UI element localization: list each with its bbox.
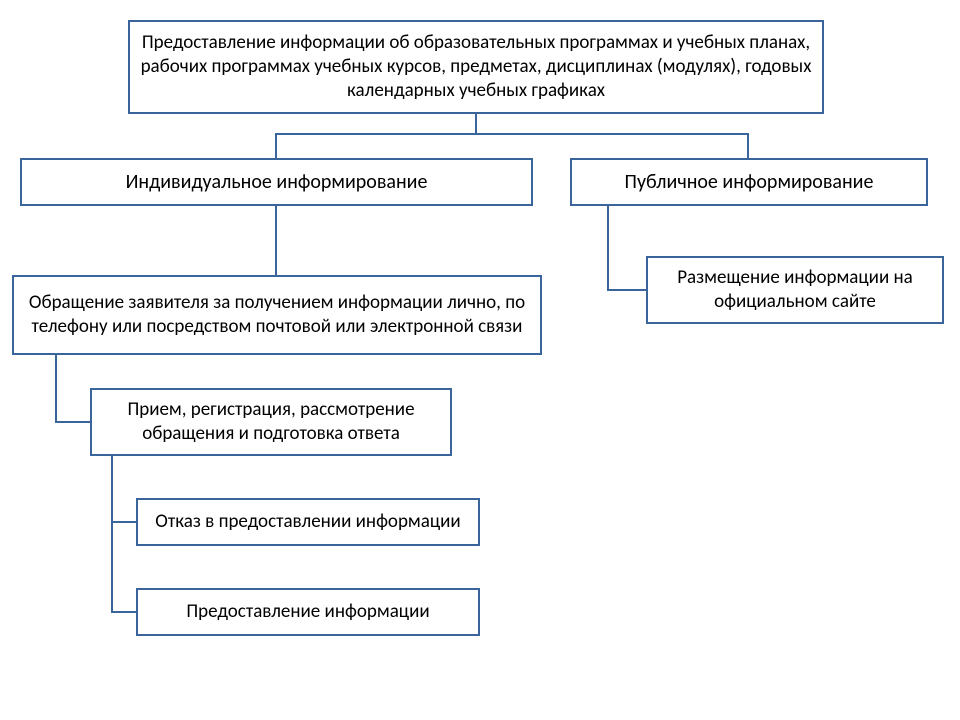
node-public: Публичное информирование — [570, 158, 928, 206]
node-individual: Индивидуальное информирование — [20, 158, 533, 206]
node-root: Предоставление информации об образовател… — [128, 20, 824, 114]
node-provide-label: Предоставление информации — [186, 600, 429, 624]
node-website: Размещение информации на официальном сай… — [646, 256, 944, 324]
node-appeal: Обращение заявителя за получением информ… — [12, 275, 542, 355]
node-public-label: Публичное информирование — [625, 170, 874, 195]
node-process: Прием, регистрация, рассмотрение обращен… — [90, 388, 452, 456]
node-process-label: Прием, регистрация, рассмотрение обращен… — [102, 398, 440, 446]
flowchart-canvas: { "diagram": { "type": "flowchart", "bac… — [0, 0, 960, 720]
node-appeal-label: Обращение заявителя за получением информ… — [24, 291, 530, 339]
node-website-label: Размещение информации на официальном сай… — [658, 266, 932, 314]
node-refuse-label: Отказ в предоставлении информации — [155, 510, 460, 534]
node-root-label: Предоставление информации об образовател… — [140, 31, 812, 102]
node-refuse: Отказ в предоставлении информации — [136, 498, 480, 546]
node-individual-label: Индивидуальное информирование — [126, 170, 428, 195]
node-provide: Предоставление информации — [136, 588, 480, 636]
